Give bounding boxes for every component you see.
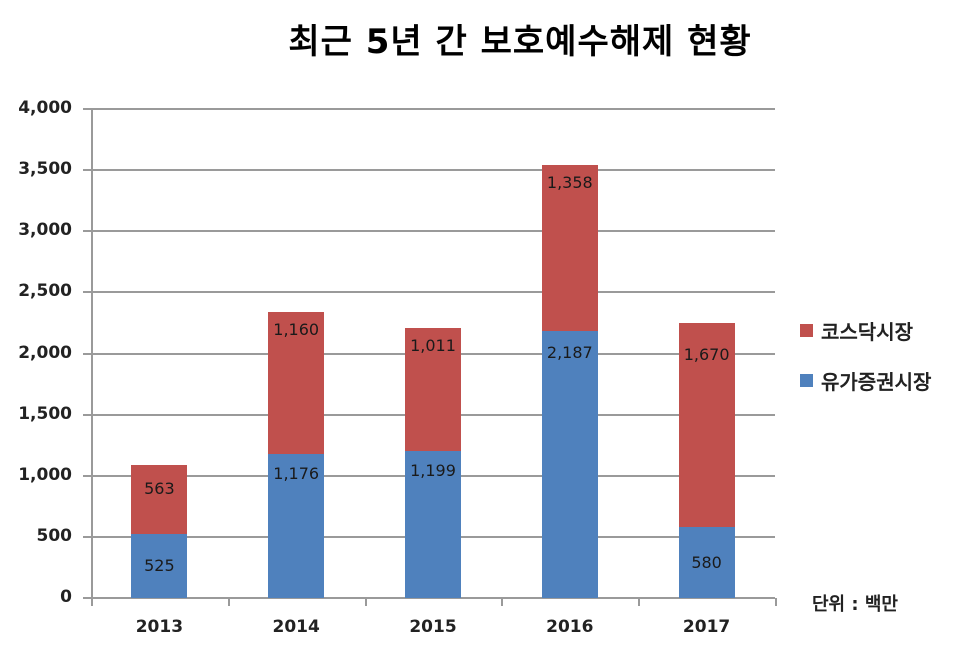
x-tick-label: 2015 [409,617,457,637]
bar-segment-kosdaq: 1,011 [405,327,461,452]
y-tick [83,352,91,355]
y-tick-label: 4,000 [18,98,72,118]
y-tick [83,413,91,416]
data-label-kosdaq: 1,358 [546,172,593,192]
bar-segment-securities: 1,199 [405,451,461,598]
y-tick [83,108,91,110]
bar-2015: 1,011 1,199 [405,327,461,598]
chart-title: 최근 5년 간 보호예수해제 현황 [288,22,752,62]
bar-2014: 1,160 1,176 [268,312,325,598]
data-label-securities: 580 [691,552,722,572]
x-tick [501,598,504,606]
x-tick [638,598,641,606]
x-tick [227,598,230,606]
bar-segment-kosdaq: 1,358 [541,164,598,331]
data-label-securities: 525 [144,555,175,575]
x-tick [775,598,777,606]
y-tick [83,169,91,172]
y-tick [83,291,91,294]
y-tick-label: 2,500 [18,281,72,302]
bar-segment-securities: 580 [678,527,735,598]
data-label-securities: 2,187 [546,342,593,362]
y-axis [91,109,93,599]
y-tick [83,474,91,477]
y-tick-label: 1,000 [18,464,72,485]
bar-2016: 1,358 2,187 [541,164,598,598]
y-tick [83,535,91,538]
x-tick [364,598,367,606]
y-tick-label: 3,500 [18,159,72,180]
legend-label-kosdaq: 코스닥시장 [821,319,913,344]
x-tick [91,598,93,606]
gridline [91,108,775,110]
unit-note: 단위 : 백만 [812,594,898,615]
data-label-kosdaq: 563 [144,478,175,498]
plot-area: 563 525 1,160 1,176 1,011 1,199 1,358 2,187 1,67… [91,108,775,599]
x-tick-label: 2016 [546,617,594,637]
legend-label-securities: 유가증권시장 [821,369,932,394]
data-label-securities: 1,176 [273,464,320,484]
legend-swatch-kosdaq [800,323,813,337]
gridline [91,230,775,233]
bar-segment-kosdaq: 563 [131,464,188,534]
y-tick-label: 1,500 [18,403,72,424]
y-tick-label: 500 [36,525,73,546]
data-label-kosdaq: 1,011 [410,335,456,355]
bar-segment-securities: 1,176 [268,454,325,598]
bar-2017: 1,670 580 [678,322,735,598]
bar-segment-kosdaq: 1,670 [678,322,735,528]
y-tick [83,597,91,599]
data-label-securities: 1,199 [410,461,456,481]
legend-swatch-securities [800,373,813,387]
legend-item-securities: 유가증권시장 [800,367,932,394]
data-label-kosdaq: 1,670 [683,345,730,365]
bar-segment-securities: 525 [131,533,188,598]
y-tick-label: 3,000 [18,220,72,241]
y-tick-label: 0 [60,587,72,607]
y-tick [83,230,91,233]
legend-item-kosdaq: 코스닥시장 [800,317,931,344]
bar-2013: 563 525 [131,464,188,598]
x-tick-label: 2017 [682,617,731,637]
x-tick-label: 2014 [272,617,320,637]
legend: 코스닥시장 유가증권시장 [800,317,931,417]
gridline [91,291,775,294]
y-tick-label: 2,000 [18,342,72,363]
data-label-kosdaq: 1,160 [273,320,320,340]
gridline [91,169,775,172]
x-tick-label: 2013 [135,617,184,637]
bar-segment-kosdaq: 1,160 [268,312,325,455]
x-axis [91,597,775,599]
bar-segment-securities: 2,187 [541,330,598,598]
